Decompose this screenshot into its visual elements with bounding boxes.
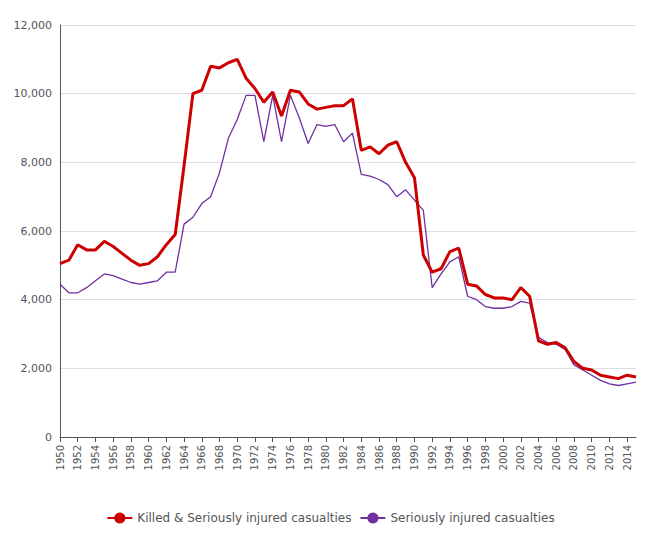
svg-text:1956: 1956 — [108, 445, 119, 470]
svg-text:2014: 2014 — [622, 445, 633, 470]
svg-text:Seriously injured casualties: Seriously injured casualties — [390, 511, 554, 525]
svg-text:1966: 1966 — [196, 445, 207, 470]
svg-text:1964: 1964 — [179, 445, 190, 470]
svg-text:1978: 1978 — [303, 445, 314, 470]
svg-text:1954: 1954 — [90, 445, 101, 470]
svg-text:6,000: 6,000 — [21, 225, 53, 238]
svg-text:1996: 1996 — [462, 445, 473, 470]
svg-text:2008: 2008 — [568, 445, 579, 470]
svg-text:0: 0 — [45, 431, 52, 444]
svg-text:1972: 1972 — [249, 445, 260, 470]
svg-text:1974: 1974 — [267, 445, 278, 470]
svg-text:1988: 1988 — [391, 445, 402, 470]
svg-text:1998: 1998 — [480, 445, 491, 470]
svg-text:1958: 1958 — [125, 445, 136, 470]
svg-text:1968: 1968 — [214, 445, 225, 470]
svg-text:1962: 1962 — [161, 445, 172, 470]
svg-text:2002: 2002 — [515, 445, 526, 470]
svg-text:2010: 2010 — [586, 445, 597, 470]
svg-text:1994: 1994 — [444, 445, 455, 470]
svg-text:12,000: 12,000 — [14, 19, 53, 32]
svg-text:1950: 1950 — [55, 445, 66, 470]
svg-text:1982: 1982 — [338, 445, 349, 470]
svg-text:2006: 2006 — [551, 445, 562, 470]
svg-text:1986: 1986 — [374, 445, 385, 470]
svg-text:2012: 2012 — [604, 445, 615, 470]
svg-text:1980: 1980 — [320, 445, 331, 470]
svg-text:2004: 2004 — [533, 445, 544, 470]
svg-text:Killed & Seriously injured cas: Killed & Seriously injured casualties — [137, 511, 351, 525]
svg-text:1984: 1984 — [356, 445, 367, 470]
svg-text:1970: 1970 — [232, 445, 243, 470]
svg-text:8,000: 8,000 — [21, 156, 53, 169]
svg-text:1992: 1992 — [427, 445, 438, 470]
svg-text:2,000: 2,000 — [21, 362, 53, 375]
svg-text:2000: 2000 — [498, 445, 509, 470]
svg-text:4,000: 4,000 — [21, 293, 53, 306]
svg-text:1952: 1952 — [72, 445, 83, 470]
svg-text:1960: 1960 — [143, 445, 154, 470]
svg-text:1990: 1990 — [409, 445, 420, 470]
svg-text:10,000: 10,000 — [14, 87, 53, 100]
svg-text:1976: 1976 — [285, 445, 296, 470]
